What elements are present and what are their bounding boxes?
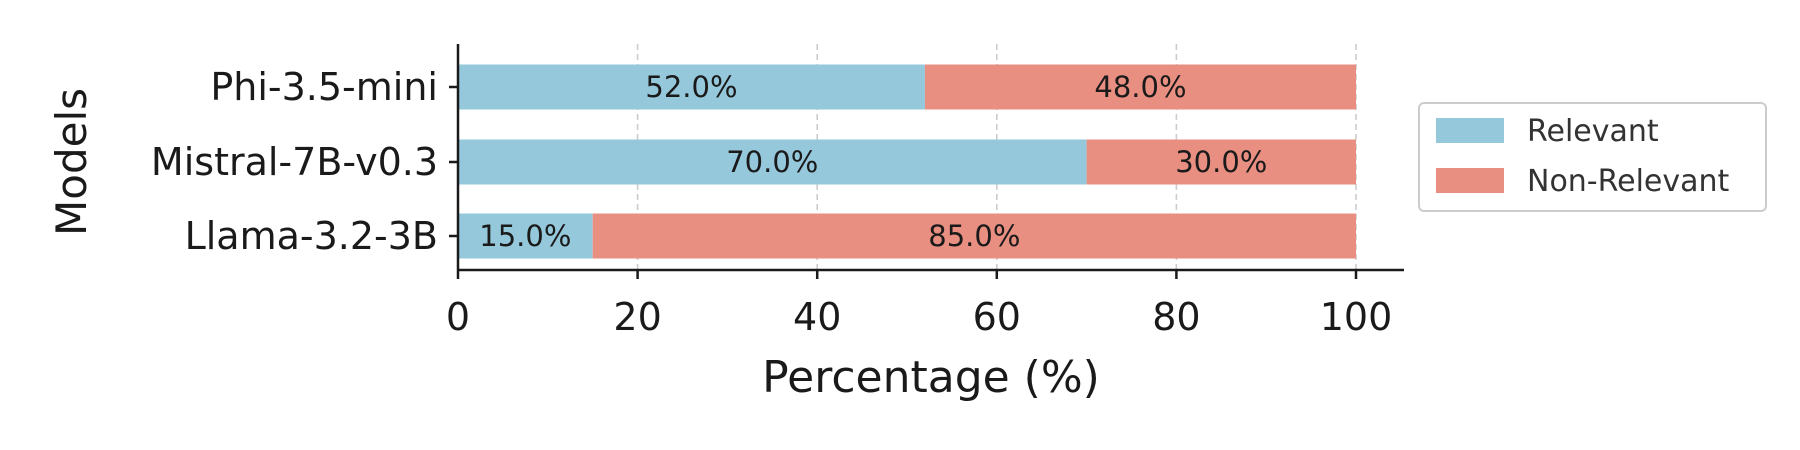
legend-label: Relevant: [1527, 114, 1659, 149]
legend: Relevant Non-Relevant: [1418, 102, 1767, 212]
bar-non-relevant-0: [924, 64, 1356, 110]
y-tick-label: Llama-3.2-3B: [185, 214, 438, 258]
bar-value-label: 15.0%: [479, 219, 571, 253]
x-tick-label: 40: [793, 295, 841, 339]
x-tick-label: 100: [1320, 295, 1393, 339]
legend-label: Non-Relevant: [1527, 164, 1730, 199]
bar-non-relevant-2: [592, 213, 1356, 259]
bar-value-label: 70.0%: [726, 145, 818, 179]
x-tick-label: 60: [973, 295, 1021, 339]
bar-relevant-2: [458, 213, 593, 259]
bars: [458, 64, 1356, 259]
bar-value-label: 52.0%: [645, 70, 737, 104]
x-tick-label: 20: [613, 295, 661, 339]
y-tick-label: Mistral-7B-v0.3: [151, 140, 438, 184]
y-tick-label: Phi-3.5-mini: [210, 65, 438, 109]
bar-value-label: 30.0%: [1175, 145, 1267, 179]
bar-value-label: 48.0%: [1094, 70, 1186, 104]
bar-value-label: 85.0%: [928, 219, 1020, 253]
x-axis-label: Percentage (%): [762, 352, 1100, 403]
x-tick-label: 0: [446, 295, 470, 339]
bar-relevant-1: [458, 139, 1087, 185]
data-labels: 52.0% 48.0% 70.0% 30.0% 15.0% 85.0%: [479, 70, 1267, 253]
bar-relevant-0: [458, 64, 925, 110]
axes: [456, 44, 1404, 272]
bar-non-relevant-1: [1086, 139, 1356, 185]
y-axis-label: Models: [47, 88, 96, 236]
ticks: 0 20 40 60 80 100 Phi-3.5-mini Mistral-7B-v0.3 L…: [151, 65, 1392, 339]
legend-swatch-relevant: [1436, 118, 1504, 143]
x-tick-label: 80: [1152, 295, 1200, 339]
legend-swatch-non-relevant: [1436, 168, 1504, 193]
legend-frame: [1418, 102, 1767, 212]
